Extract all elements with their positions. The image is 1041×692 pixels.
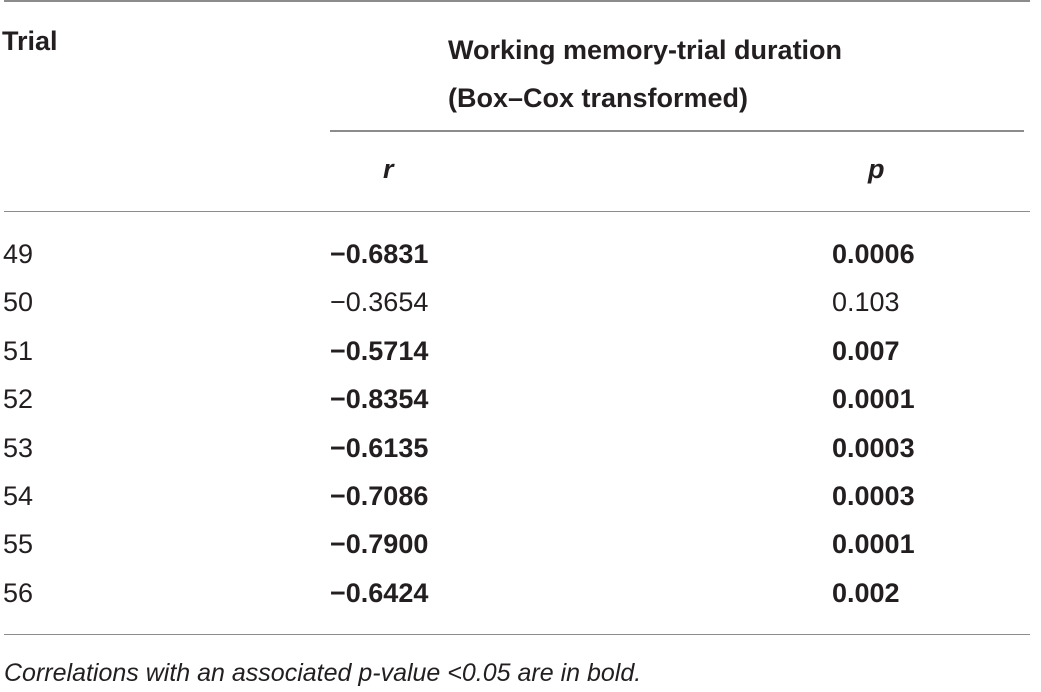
group-header-line-1: Working memory-trial duration xyxy=(448,35,843,65)
trial-cell: 54 xyxy=(3,481,34,511)
r-column-header: r xyxy=(383,154,394,184)
trial-cell: 55 xyxy=(3,529,34,559)
table-top-rule xyxy=(4,0,1030,2)
r-value-cell: −0.8354 xyxy=(330,384,429,414)
trial-cell: 52 xyxy=(3,384,34,414)
trial-cell: 50 xyxy=(3,287,34,317)
p-value-cell: 0.0006 xyxy=(832,239,915,269)
p-value-cell: 0.103 xyxy=(832,287,900,317)
table-footnote: Correlations with an associated p-value … xyxy=(4,659,642,687)
table-bottom-rule xyxy=(4,634,1030,635)
r-value-cell: −0.3654 xyxy=(330,287,429,317)
p-value-cell: 0.007 xyxy=(832,336,900,366)
group-header-rule xyxy=(330,130,1024,132)
group-column-header: Working memory-trial duration (Box–Cox t… xyxy=(448,26,842,122)
p-value-cell: 0.0003 xyxy=(832,433,915,463)
p-column-header: p xyxy=(868,154,885,184)
p-value-cell: 0.002 xyxy=(832,578,900,608)
p-value-cell: 0.0003 xyxy=(832,481,915,511)
p-value-cell: 0.0001 xyxy=(832,384,915,414)
trial-column-header: Trial xyxy=(2,26,58,56)
group-header-line-2: (Box–Cox transformed) xyxy=(448,83,749,113)
r-value-cell: −0.6831 xyxy=(330,239,429,269)
r-value-cell: −0.7086 xyxy=(330,481,429,511)
header-bottom-rule xyxy=(4,211,1030,212)
trial-cell: 56 xyxy=(3,578,34,608)
trial-cell: 53 xyxy=(3,433,34,463)
r-value-cell: −0.6424 xyxy=(330,578,429,608)
r-value-cell: −0.5714 xyxy=(330,336,429,366)
r-value-cell: −0.6135 xyxy=(330,433,429,463)
r-value-cell: −0.7900 xyxy=(330,529,429,559)
trial-cell: 49 xyxy=(3,239,34,269)
p-value-cell: 0.0001 xyxy=(832,529,915,559)
trial-cell: 51 xyxy=(3,336,34,366)
